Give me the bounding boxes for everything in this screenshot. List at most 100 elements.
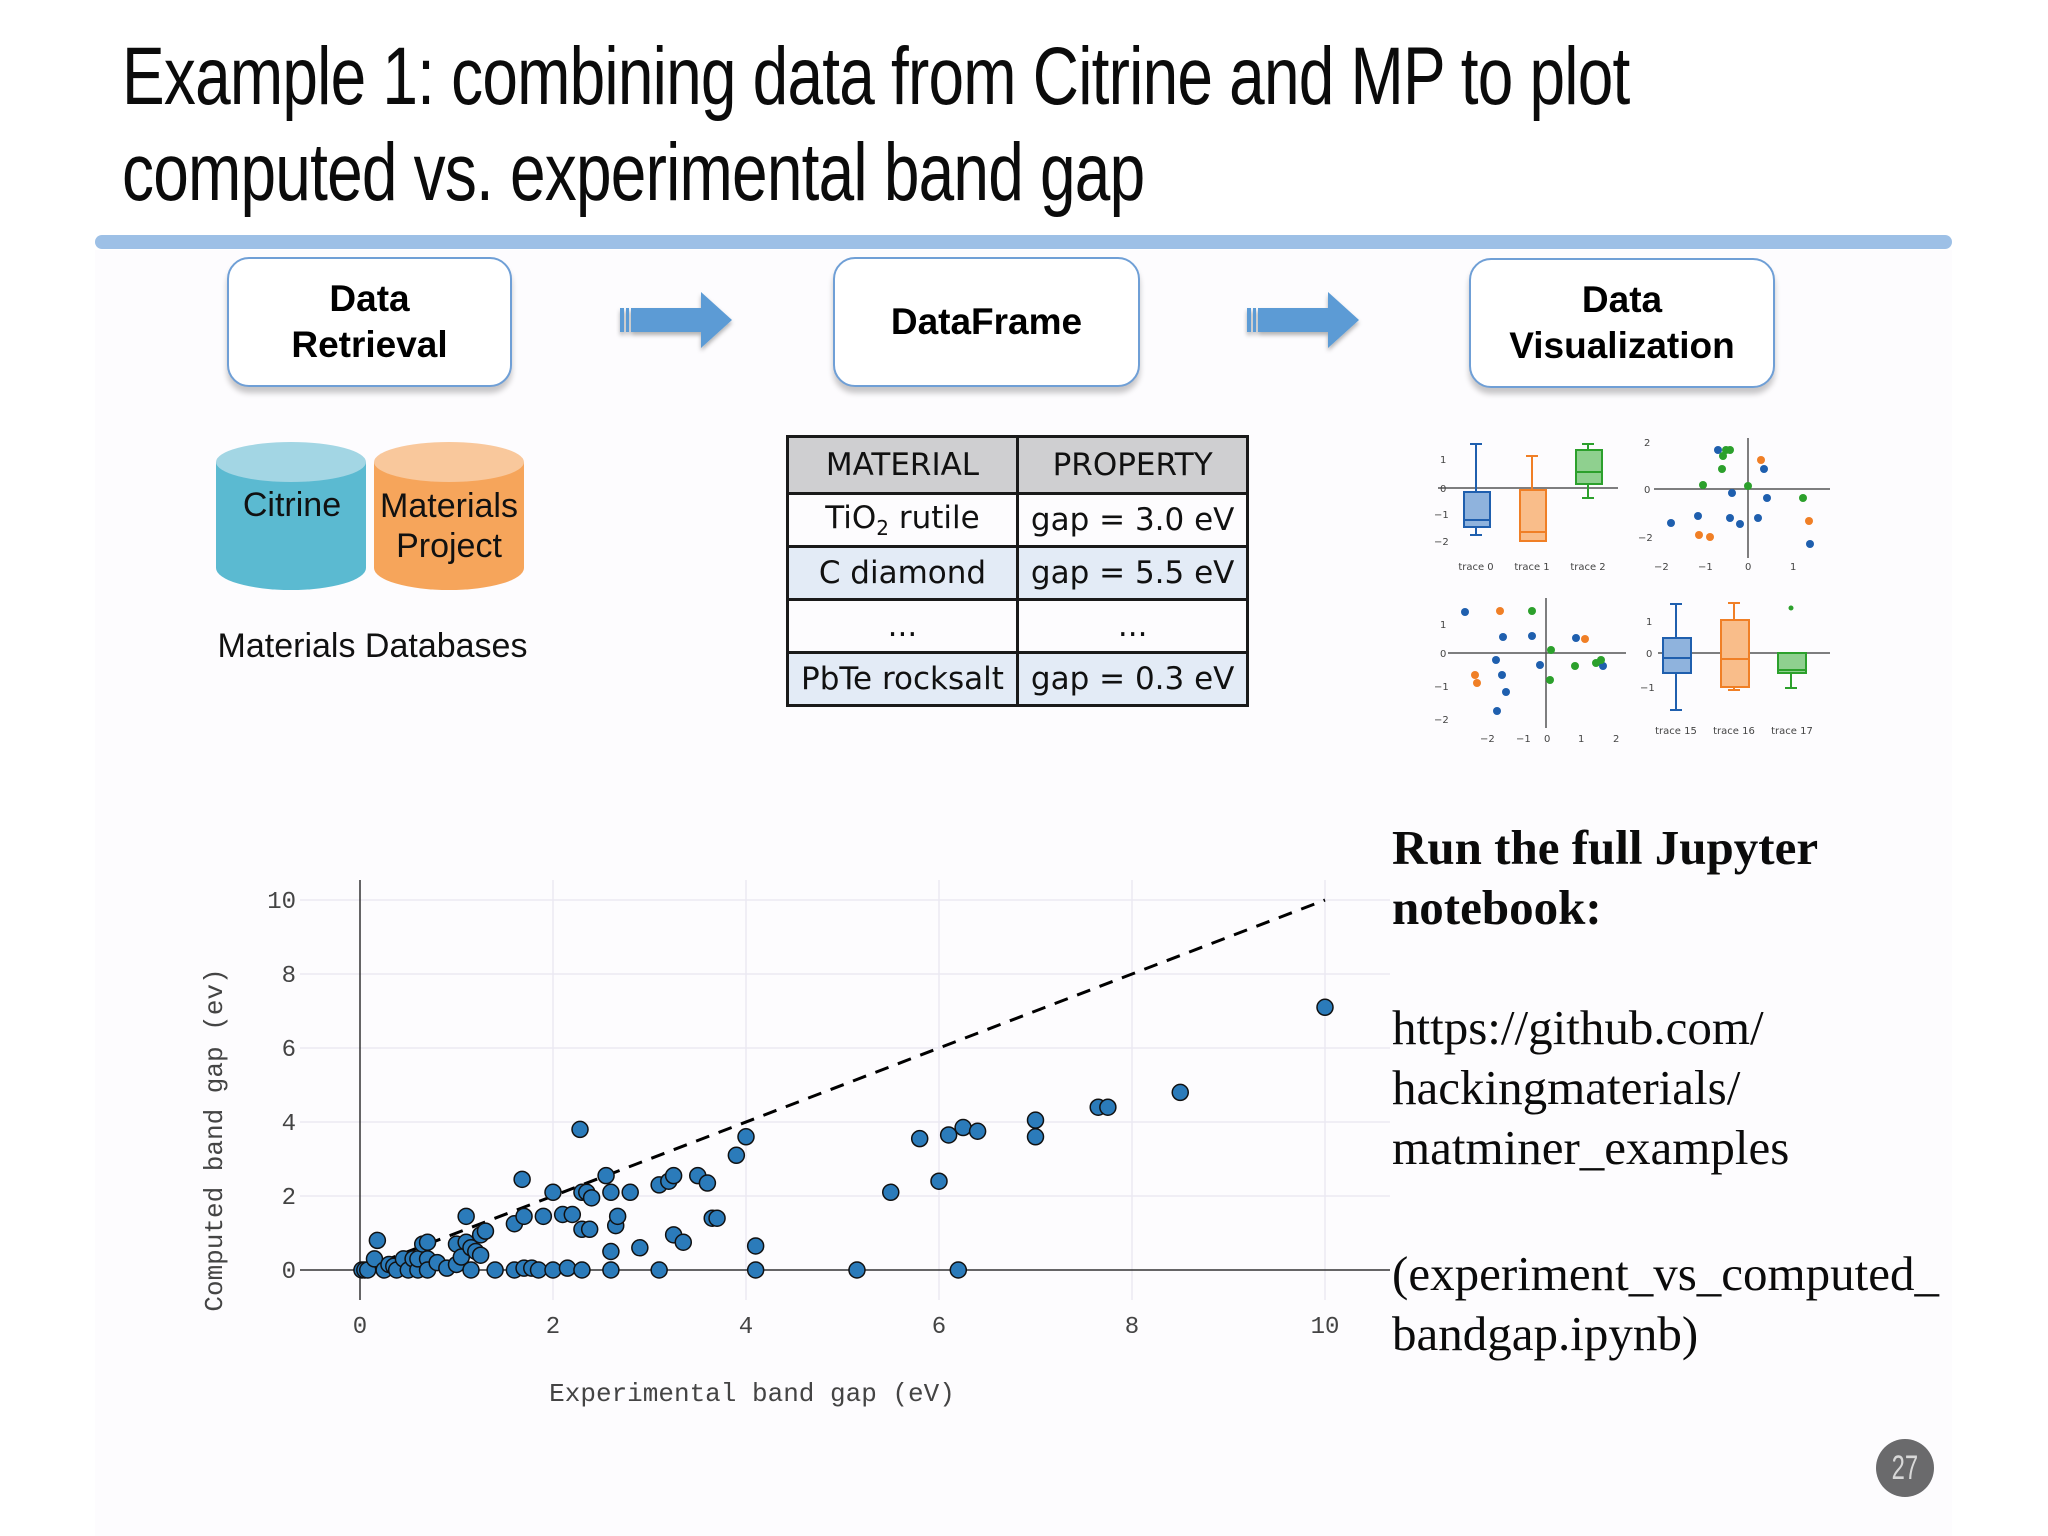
svg-text:8: 8 [282,963,296,990]
data-point [515,1207,533,1226]
x-axis-label: Experimental band gap (eV) [549,1379,955,1409]
page-number-badge: 27 [1876,1439,1934,1497]
data-point [698,1174,717,1192]
flow-step-data-retrieval: Data Retrieval [227,257,512,387]
table-row: TiO2 rutile gap = 3.0 eV [786,492,1250,548]
data-point [674,1233,693,1251]
svg-text:−1: −1 [1640,683,1655,694]
material-cell: TiO2 rutile [786,492,1019,548]
flow-step-data-visualization: Data Visualization [1469,258,1775,388]
svg-text:−1: −1 [1698,562,1713,573]
data-point [968,1122,987,1140]
column-header-property: PROPERTY [1015,435,1250,495]
svg-text:1: 1 [1440,620,1446,631]
data-point [930,1172,948,1190]
slide-title-line-1: Example 1: combining data from Citrine a… [122,31,1630,122]
svg-text:0: 0 [282,1259,296,1286]
data-point [558,1259,577,1277]
data-point [664,1166,683,1185]
chart-data-points [353,998,1334,1279]
data-point [462,1261,480,1279]
thumbnail-scatter-1: 2 0 −2 −2 −1 0 1 [1638,438,1830,573]
url-line: https://github.com/ [1392,1000,1764,1055]
svg-text:10: 10 [1311,1314,1340,1341]
data-point [602,1183,620,1202]
data-point [737,1128,755,1146]
filename-line: bandgap.ipynb) [1392,1306,1699,1361]
material-cell: ... [786,598,1019,654]
data-point [602,1261,620,1279]
bandgap-scatter-chart: 0 2 4 6 8 10 0 2 4 6 8 10 Experimental band gap (eV… [200,880,1390,1409]
property-cell: gap = 3.0 eV [1015,492,1250,548]
data-point [513,1170,531,1189]
data-point [418,1233,437,1251]
svg-text:1: 1 [1790,562,1796,573]
svg-text:6: 6 [932,1314,946,1341]
notebook-url-link[interactable]: https://github.com/ hackingmaterials/ ma… [1392,998,1789,1178]
svg-text:trace 16: trace 16 [1713,726,1755,737]
notebook-heading-line: Run the full Jupyter [1392,820,1819,875]
data-point [708,1209,726,1227]
flow-step-label: Data [329,278,410,319]
notebook-heading-line: notebook: [1392,880,1602,935]
data-point [608,1207,627,1226]
url-line: hackingmaterials/ [1392,1060,1741,1115]
data-point [573,1261,591,1279]
data-point [544,1183,562,1202]
svg-text:4: 4 [282,1111,296,1138]
chart-gridlines [300,880,1390,1300]
svg-text:trace 15: trace 15 [1655,726,1697,737]
data-point [571,1120,589,1139]
svg-text:trace 1: trace 1 [1514,562,1549,573]
flow-step-label: Visualization [1509,325,1735,366]
data-point [580,1220,599,1239]
svg-text:2: 2 [282,1185,296,1212]
dataframe-table: MATERIAL PROPERTY TiO2 rutile gap = 3.0 … [786,435,1250,707]
svg-text:trace 0: trace 0 [1458,562,1493,573]
data-point [939,1126,958,1144]
title-divider [95,235,1952,249]
mp-label-line: Materials [380,487,518,525]
data-point [882,1183,900,1202]
data-point [563,1205,582,1224]
data-point [1099,1098,1117,1116]
data-point [1026,1111,1045,1129]
data-point [621,1183,639,1202]
svg-text:−2: −2 [1434,715,1449,726]
notebook-heading: Run the full Jupyter notebook: [1392,818,1818,938]
data-point [954,1118,972,1137]
svg-text:0: 0 [1440,649,1446,660]
property-cell: gap = 0.3 eV [1015,651,1250,707]
thumbnail-boxplot-2: 1 0 −1 trace 15 trace 16 trace 17 [1640,602,1830,737]
svg-text:1: 1 [1440,455,1446,466]
svg-text:0: 0 [1544,734,1550,745]
svg-text:1: 1 [1578,734,1584,745]
data-point [368,1231,387,1250]
data-point [476,1222,495,1240]
data-point [602,1242,620,1261]
flow-step-label: Data [1581,279,1663,320]
material-cell: C diamond [786,545,1019,601]
svg-text:0: 0 [1644,485,1650,496]
materials-project-db-label: Materials Project [374,486,524,566]
flow-step-label: Retrieval [291,324,448,365]
url-line: matminer_examples [1392,1120,1790,1175]
data-point [544,1261,562,1279]
data-point [727,1146,746,1165]
right-arrow-icon [1247,292,1359,348]
data-point [1171,1083,1189,1102]
data-point [457,1207,475,1226]
data-point [471,1246,490,1264]
data-point [1316,998,1334,1017]
svg-text:−2: −2 [1434,537,1449,548]
chart-tick-labels: 0 2 4 6 8 10 0 2 4 6 8 10 [267,889,1339,1341]
svg-text:0: 0 [1440,484,1446,495]
svg-text:−2: −2 [1480,734,1495,745]
flow-step-label: DataFrame [890,301,1083,342]
data-point [597,1166,615,1185]
data-point [631,1239,649,1257]
svg-text:1: 1 [1646,617,1652,628]
table-row: C diamond gap = 5.5 eV [786,545,1250,601]
visualization-thumbnails: 1 0 −1 −2 trace 0 trace 1 trace 2 2 0 −2 −2 −1… [1434,438,1830,745]
data-point [949,1261,968,1279]
